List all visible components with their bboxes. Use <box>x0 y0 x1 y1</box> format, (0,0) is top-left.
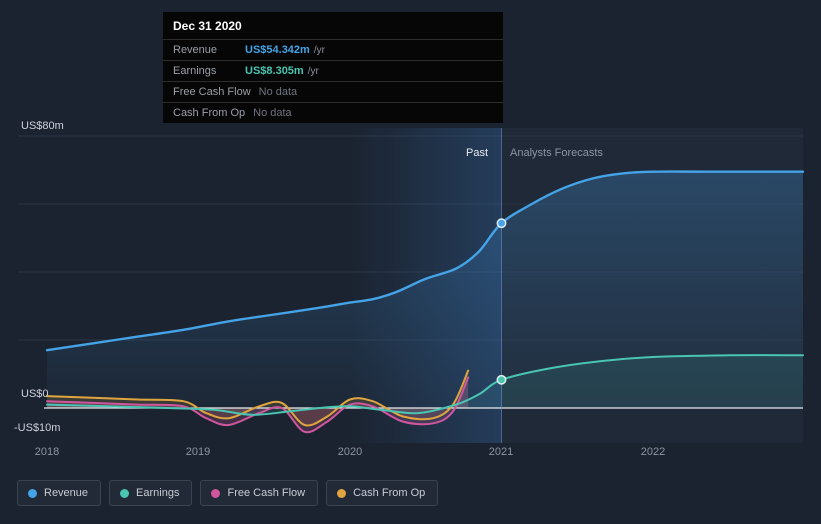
revenue-dot-icon <box>28 488 37 498</box>
tooltip-label: Revenue <box>173 44 218 56</box>
x-tick-2018: 2018 <box>34 446 60 458</box>
y-axis-label-zero: US$0 <box>21 388 49 400</box>
past-label: Past <box>466 147 489 159</box>
tooltip-value: No data <box>253 107 292 119</box>
tooltip-suffix: /yr <box>313 45 325 56</box>
earnings-line <box>46 354 804 416</box>
legend-label: Cash From Op <box>353 487 426 499</box>
tooltip-row-earnings: Earnings US$8.305m /yr <box>163 60 503 81</box>
y-axis-label-neg10m: -US$10m <box>14 422 61 434</box>
legend-item-cash-from-op[interactable]: Cash From Op <box>326 480 439 506</box>
free-cash-flow-line <box>46 376 470 434</box>
x-tick-2022: 2022 <box>640 446 666 458</box>
tooltip-row-free-cash-flow: Free Cash Flow No data <box>163 81 503 102</box>
tooltip: Dec 31 2020 Revenue US$54.342m /yr Earni… <box>163 12 503 123</box>
chart-canvas[interactable] <box>18 128 805 443</box>
tooltip-value: No data <box>258 86 298 98</box>
earnings-dot-icon <box>120 488 130 498</box>
analysts-forecasts-label: Analysts Forecasts <box>510 147 603 159</box>
tooltip-value: US$8.305m <box>245 65 304 77</box>
past-highlight-band <box>350 128 502 443</box>
legend-item-revenue[interactable]: Revenue <box>17 480 102 506</box>
tooltip-label: Earnings <box>173 65 217 77</box>
cash-from-op-line <box>46 369 470 427</box>
x-tick-2019: 2019 <box>185 446 211 458</box>
cash-from-op-dot-icon <box>337 488 347 498</box>
tooltip-date: Dec 31 2020 <box>173 19 242 33</box>
earnings-area <box>47 355 803 415</box>
legend: Revenue Earnings Free Cash Flow Cash Fro… <box>17 480 439 506</box>
x-tick-2021: 2021 <box>488 446 514 458</box>
tooltip-suffix: /yr <box>307 66 319 77</box>
legend-label: Earnings <box>136 487 180 499</box>
legend-item-earnings[interactable]: Earnings <box>109 480 193 506</box>
free-cash-flow-dot-icon <box>211 488 221 498</box>
revenue-line <box>45 170 805 352</box>
legend-item-free-cash-flow[interactable]: Free Cash Flow <box>200 480 319 506</box>
tooltip-value: US$54.342m <box>245 44 310 56</box>
revenue-marker-dot[interactable] <box>496 218 507 229</box>
tooltip-row-revenue: Revenue US$54.342m /yr <box>163 39 503 60</box>
legend-label: Revenue <box>44 487 89 499</box>
tooltip-row-cash-from-op: Cash From Op No data <box>163 102 503 123</box>
x-tick-2020: 2020 <box>337 446 363 458</box>
earnings-marker-dot[interactable] <box>496 374 507 385</box>
legend-label: Free Cash Flow <box>227 487 306 499</box>
tooltip-label: Cash From Op <box>173 107 246 119</box>
y-axis-label-80m: US$80m <box>21 120 64 132</box>
tooltip-label: Free Cash Flow <box>173 86 251 98</box>
